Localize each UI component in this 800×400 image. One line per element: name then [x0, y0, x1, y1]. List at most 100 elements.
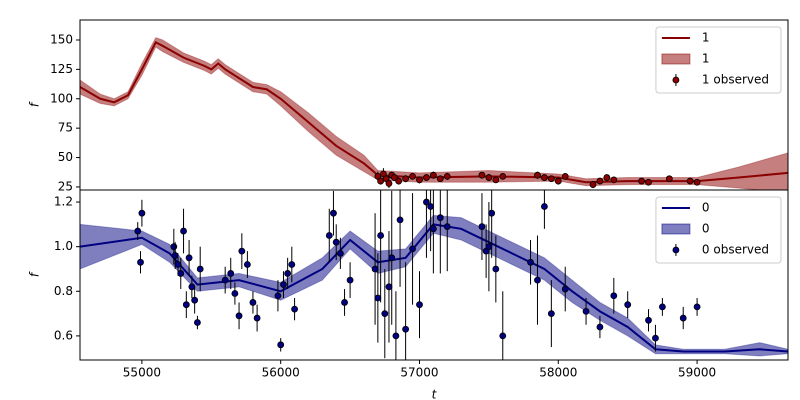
observed-point [561, 172, 569, 180]
observed-point [645, 316, 652, 324]
y-axis-label: f [28, 101, 42, 107]
observed-point [346, 276, 354, 284]
observed-point [325, 232, 333, 239]
legend-label: 0 [702, 222, 710, 236]
observed-point [341, 299, 348, 306]
x-tick-label: 56000 [262, 366, 300, 380]
observed-point [177, 270, 185, 277]
observed-point [686, 177, 694, 185]
observed-point [371, 265, 379, 273]
observed-point [485, 243, 493, 251]
observed-point [547, 175, 555, 183]
observed-point [624, 301, 632, 309]
observed-point [402, 175, 410, 183]
observed-point [436, 214, 444, 222]
legend-marker [672, 76, 680, 84]
observed-point [693, 178, 701, 186]
observed-point [196, 265, 204, 273]
observed-point [396, 216, 404, 224]
observed-point [134, 227, 142, 235]
observed-point [416, 176, 423, 184]
observed-point [541, 174, 548, 181]
legend: 1 1 1 observed [655, 26, 782, 94]
observed-point [645, 178, 652, 186]
observed-point [238, 247, 246, 255]
observed-point [170, 243, 178, 251]
observed-point [409, 245, 416, 253]
legend-patch [661, 223, 691, 235]
observed-point [596, 323, 604, 331]
observed-point [388, 254, 396, 262]
plot-area [80, 37, 788, 190]
observed-point [253, 314, 261, 322]
observed-point [610, 176, 618, 184]
y-tick-label: 75 [58, 121, 73, 135]
observed-point [429, 171, 437, 179]
y-axis-label: f [28, 271, 42, 277]
axes-frame [79, 189, 789, 361]
y-tick-label: 0.8 [54, 284, 73, 298]
observed-point [665, 175, 673, 183]
observed-point [429, 225, 437, 233]
observed-point [492, 265, 500, 273]
y-tick-label: 125 [50, 62, 73, 76]
y-tick-label: 100 [50, 91, 73, 105]
observed-point [381, 310, 389, 317]
observed-point [191, 296, 199, 304]
observed-point [385, 283, 393, 291]
observed-point [171, 252, 179, 259]
observed-point [485, 174, 493, 181]
observed-point [330, 209, 337, 217]
legend-label: 0 [702, 201, 710, 215]
observed-point [427, 203, 434, 210]
observed-point [243, 261, 251, 268]
y-tick-label: 1.0 [54, 239, 73, 253]
observed-point [603, 174, 611, 181]
observed-point [534, 276, 541, 284]
observed-point [336, 249, 344, 257]
observed-point [231, 290, 239, 297]
legend-box [655, 26, 782, 94]
legend-patch [661, 53, 691, 65]
observed-point [596, 177, 604, 185]
observed-point [610, 292, 618, 300]
x-tick-label: 59000 [678, 366, 716, 380]
observed-point [182, 301, 190, 309]
x-tick-label: 55000 [123, 366, 161, 380]
observed-point [436, 175, 444, 183]
observed-point [488, 209, 496, 217]
observed-point [332, 238, 340, 246]
observed-point [374, 294, 382, 302]
legend-box [655, 196, 782, 264]
observed-point [423, 198, 430, 206]
observed-point [402, 325, 410, 333]
observed-point [385, 180, 393, 187]
observed-point [499, 172, 507, 180]
observed-point [541, 203, 548, 210]
observed-point [499, 332, 507, 340]
observed-point [693, 303, 701, 311]
y-tick-label: 0.6 [54, 328, 73, 342]
observed-point [443, 223, 451, 230]
observed-point [416, 301, 423, 309]
observed-point [137, 258, 144, 266]
observed-point [235, 312, 243, 320]
observed-point [395, 177, 403, 185]
observed-point [280, 281, 287, 288]
legend-label: 1 observed [702, 73, 769, 87]
observed-point [227, 270, 235, 277]
observed-point [194, 319, 201, 326]
observed-point [185, 254, 193, 262]
observed-point [652, 334, 659, 342]
observed-point [443, 172, 451, 180]
observed-point [589, 181, 597, 188]
observed-point [582, 307, 590, 315]
observed-point [409, 172, 416, 180]
observed-point [638, 177, 645, 185]
observed-point [392, 332, 400, 340]
observed-point [534, 171, 541, 179]
observed-point [658, 303, 666, 311]
observed-point [284, 270, 292, 277]
observed-point [377, 232, 385, 239]
y-tick-label: 25 [58, 179, 73, 193]
